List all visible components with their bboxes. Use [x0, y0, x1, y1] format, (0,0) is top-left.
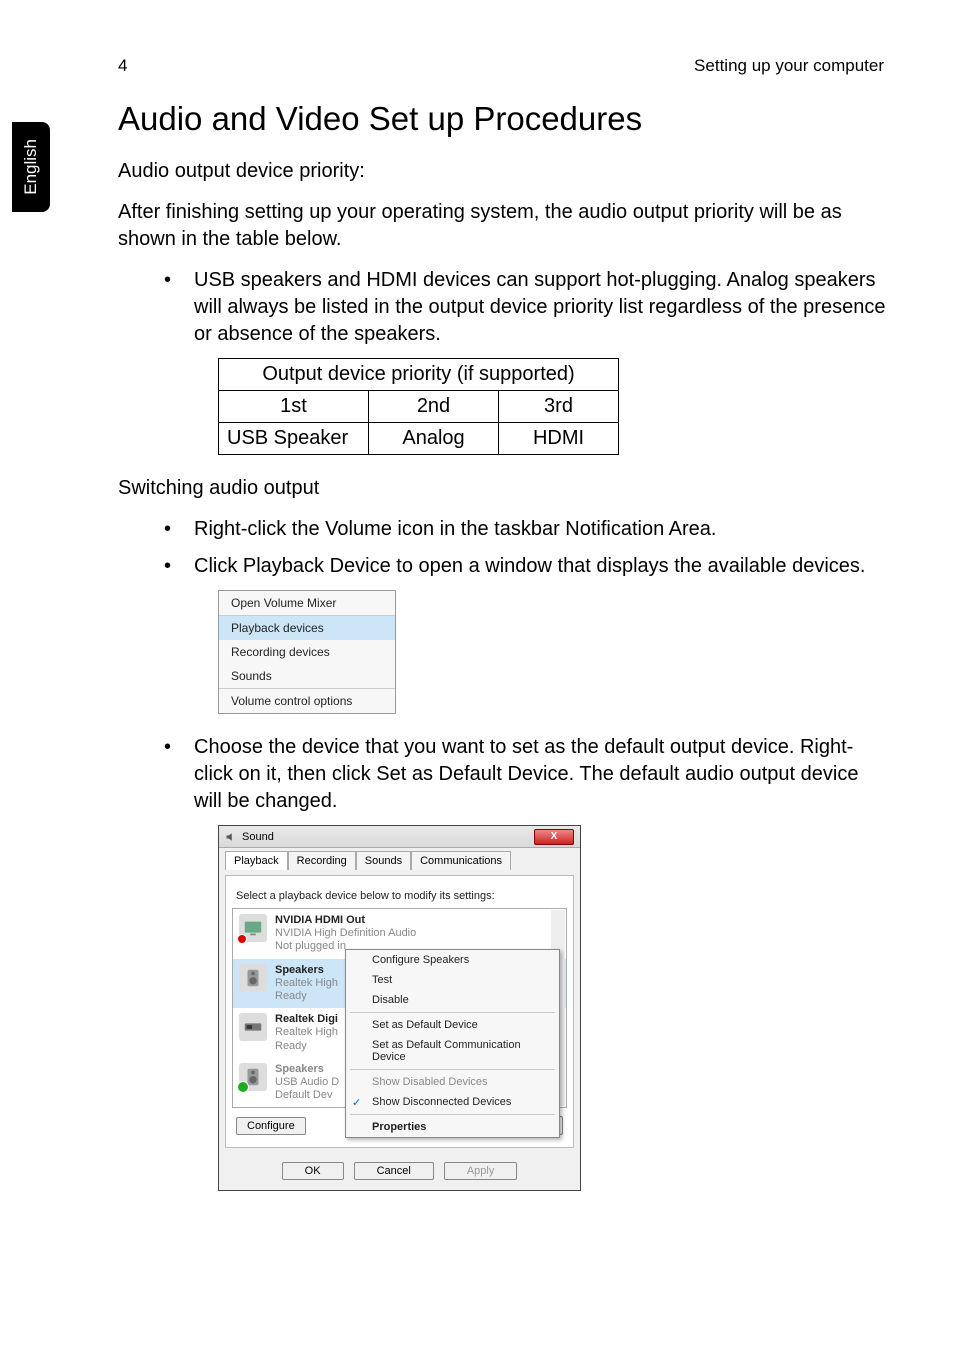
output-priority-table: Output device priority (if supported) 1s… — [218, 358, 619, 455]
header-section-title: Setting up your computer — [694, 56, 884, 76]
table-cell-analog: Analog — [369, 423, 499, 455]
bullet-dot-icon: • — [164, 553, 194, 580]
bullet-text: Choose the device that you want to set a… — [194, 734, 888, 815]
bullet-dot-icon: • — [164, 267, 194, 348]
dialog-instruction: Select a playback device below to modify… — [236, 890, 563, 902]
table-cell-hdmi: HDMI — [499, 423, 619, 455]
ctx-properties[interactable]: Properties — [346, 1117, 559, 1137]
ctx-show-disconnected[interactable]: ✓ Show Disconnected Devices — [346, 1092, 559, 1112]
menu-recording-devices[interactable]: Recording devices — [219, 640, 395, 664]
cancel-button[interactable]: Cancel — [354, 1162, 434, 1180]
ctx-test[interactable]: Test — [346, 970, 559, 990]
bullet-item: • USB speakers and HDMI devices can supp… — [164, 267, 888, 348]
table-cell-usb: USB Speaker — [219, 423, 369, 455]
device-status: Ready — [275, 990, 338, 1003]
sound-dialog: Sound X Playback Recording Sounds Commun… — [218, 825, 581, 1191]
device-name: Realtek Digi — [275, 1013, 338, 1026]
bullet-text: USB speakers and HDMI devices can suppor… — [194, 267, 888, 348]
tab-sounds[interactable]: Sounds — [356, 851, 411, 870]
intro-line-1: Audio output device priority: — [118, 158, 888, 185]
bullet-text: Right-click the Volume icon in the taskb… — [194, 516, 888, 543]
volume-context-menu: Open Volume Mixer Playback devices Recor… — [218, 590, 396, 714]
table-header-2nd: 2nd — [369, 391, 499, 423]
ctx-show-disconnected-label: Show Disconnected Devices — [372, 1096, 511, 1108]
device-subtitle: NVIDIA High Definition Audio — [275, 927, 416, 940]
checkmark-icon: ✓ — [352, 1096, 364, 1108]
ctx-configure-speakers[interactable]: Configure Speakers — [346, 950, 559, 970]
device-name: Speakers — [275, 964, 338, 977]
menu-separator — [350, 1114, 555, 1115]
tab-communications[interactable]: Communications — [411, 851, 511, 870]
table-header-3rd: 3rd — [499, 391, 619, 423]
tab-playback[interactable]: Playback — [225, 851, 288, 870]
menu-volume-options[interactable]: Volume control options — [219, 689, 395, 713]
bullet-dot-icon: • — [164, 516, 194, 543]
dialog-buttons: OK Cancel Apply — [219, 1154, 580, 1190]
bullet-item: • Choose the device that you want to set… — [164, 734, 888, 815]
apply-button[interactable]: Apply — [444, 1162, 518, 1180]
device-context-menu: Configure Speakers Test Disable Set as D… — [345, 949, 560, 1138]
ctx-show-disabled[interactable]: Show Disabled Devices — [346, 1072, 559, 1092]
device-subtitle: Realtek High — [275, 1026, 338, 1039]
ok-button[interactable]: OK — [282, 1162, 344, 1180]
device-name: NVIDIA HDMI Out — [275, 914, 416, 927]
intro-line-2: After finishing setting up your operatin… — [118, 199, 888, 253]
monitor-icon — [239, 914, 267, 942]
close-button[interactable]: X — [534, 829, 574, 845]
device-status: Default Dev — [275, 1089, 339, 1102]
speaker-icon — [239, 964, 267, 992]
dialog-titlebar: Sound X — [219, 826, 580, 848]
menu-separator — [350, 1012, 555, 1013]
table-header-1st: 1st — [219, 391, 369, 423]
unplugged-badge-icon — [237, 934, 247, 944]
device-subtitle: Realtek High — [275, 977, 338, 990]
menu-separator — [350, 1069, 555, 1070]
tab-recording[interactable]: Recording — [288, 851, 356, 870]
dialog-tabs: Playback Recording Sounds Communications — [225, 850, 580, 869]
bullet-item: • Right-click the Volume icon in the tas… — [164, 516, 888, 543]
switching-heading: Switching audio output — [118, 475, 888, 502]
bullet-dot-icon: • — [164, 734, 194, 815]
device-list: NVIDIA HDMI Out NVIDIA High Definition A… — [232, 908, 567, 1108]
sound-icon — [225, 831, 237, 843]
page-title: Audio and Video Set up Procedures — [118, 100, 888, 138]
device-name: Speakers — [275, 1063, 339, 1076]
table-title: Output device priority (if supported) — [219, 359, 619, 391]
speaker-icon — [239, 1063, 267, 1091]
menu-open-mixer[interactable]: Open Volume Mixer — [219, 591, 395, 615]
device-status: Ready — [275, 1040, 338, 1053]
dialog-body: Select a playback device below to modify… — [225, 875, 574, 1148]
default-badge-icon — [237, 1081, 249, 1093]
ctx-disable[interactable]: Disable — [346, 990, 559, 1010]
bullet-text: Click Playback Device to open a window t… — [194, 553, 888, 580]
configure-button[interactable]: Configure — [236, 1117, 306, 1135]
ctx-set-default[interactable]: Set as Default Device — [346, 1015, 559, 1035]
device-subtitle: USB Audio D — [275, 1076, 339, 1089]
bullet-item: • Click Playback Device to open a window… — [164, 553, 888, 580]
ctx-set-default-comm[interactable]: Set as Default Communication Device — [346, 1035, 559, 1067]
language-side-tab: English — [12, 122, 50, 212]
language-label: English — [21, 139, 41, 195]
page-number: 4 — [118, 56, 127, 76]
menu-playback-devices[interactable]: Playback devices — [219, 616, 395, 640]
page-content: Audio and Video Set up Procedures Audio … — [118, 100, 888, 1191]
dialog-title: Sound — [242, 831, 274, 843]
menu-sounds[interactable]: Sounds — [219, 664, 395, 688]
digital-out-icon — [239, 1013, 267, 1041]
